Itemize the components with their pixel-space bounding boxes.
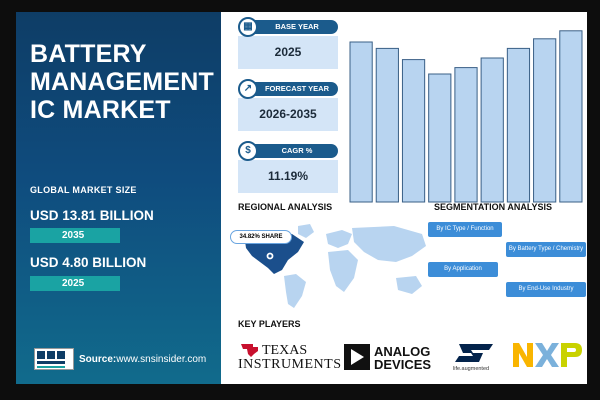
cagr-label: CAGR %	[281, 146, 313, 155]
bar-3	[401, 59, 426, 203]
base-year-header: ▦ BASE YEAR	[238, 17, 338, 37]
market-bar-chart	[349, 30, 583, 203]
world-map	[244, 224, 426, 308]
nxp-logo	[513, 343, 582, 367]
adi-line-1: ANALOG	[374, 344, 431, 359]
cagr-header: $ CAGR %	[238, 141, 338, 161]
europe-region	[326, 230, 352, 248]
left-panel: BATTERY MANAGEMENT IC MARKET GLOBAL MARK…	[16, 12, 221, 384]
bar-2	[375, 47, 399, 203]
title-line-2: MANAGEMENT	[30, 68, 214, 96]
region-share-label: 34.82% SHARE	[230, 230, 292, 244]
segmentation-title: SEGMENTATION ANALYSIS	[434, 202, 553, 212]
global-market-size-label: GLOBAL MARKET SIZE	[30, 185, 137, 195]
logo-graphic-icon	[37, 351, 65, 368]
forecast-year-value: 2026-2035	[238, 98, 338, 131]
base-year-value: 2025	[238, 36, 338, 69]
segment-battery-type: By Battery Type / Chemistry	[506, 242, 586, 257]
ti-line-1: TEXAS	[262, 343, 308, 358]
africa-region	[328, 250, 358, 292]
ti-state-icon	[241, 344, 258, 357]
source-label: Source:	[79, 354, 117, 365]
chart-growth-icon: ↗	[238, 79, 258, 99]
segment-application: By Application	[428, 262, 498, 277]
st-tagline: life.augmented	[453, 366, 490, 372]
forecast-year-label: FORECAST YEAR	[264, 84, 330, 93]
bar-9	[559, 30, 583, 203]
south-america-region	[284, 274, 306, 308]
asia-region	[352, 226, 426, 262]
title-line-3: IC MARKET	[30, 96, 171, 124]
future-year-badge: 2035	[30, 228, 120, 243]
forecast-year-card: ↗ FORECAST YEAR 2026-2035	[238, 79, 338, 131]
cagr-card: $ CAGR % 11.19%	[238, 141, 338, 193]
bar-4	[428, 73, 452, 203]
texas-instruments-logo: TEXAS INSTRUMENTS	[238, 342, 341, 372]
segment-ic-type: By IC Type / Function	[428, 222, 502, 237]
base-market-value: USD 4.80 BILLION	[30, 255, 147, 270]
adi-line-2: DEVICES	[374, 357, 432, 372]
greenland-region	[298, 224, 314, 238]
bar-8	[533, 38, 557, 203]
st-logo: life.augmented	[453, 342, 508, 376]
segment-end-use: By End-Use Industry	[506, 282, 586, 297]
infographic: BATTERY MANAGEMENT IC MARKET GLOBAL MARK…	[16, 12, 587, 384]
title-line-1: BATTERY	[30, 40, 147, 68]
key-players-title: KEY PLAYERS	[238, 319, 301, 329]
sns-insider-logo	[34, 348, 74, 370]
report-title: BATTERY MANAGEMENT IC MARKET	[30, 40, 220, 124]
st-mark-icon	[455, 344, 493, 362]
source-line: Source:www.snsinsider.com	[79, 354, 206, 365]
base-year-label: BASE YEAR	[275, 22, 319, 31]
adi-mark-icon	[344, 344, 370, 370]
regional-analysis-title: REGIONAL ANALYSIS	[238, 202, 333, 212]
australia-region	[396, 276, 422, 294]
analog-devices-logo: ANALOG DEVICES	[344, 344, 444, 372]
bar-6	[480, 57, 504, 203]
forecast-year-header: ↗ FORECAST YEAR	[238, 79, 338, 99]
ti-line-2: INSTRUMENTS	[238, 357, 342, 372]
bar-5	[454, 67, 478, 203]
source-url: www.snsinsider.com	[116, 354, 207, 365]
calendar-icon: ▦	[238, 17, 258, 37]
bar-7	[506, 47, 531, 203]
cagr-value: 11.19%	[238, 160, 338, 193]
coins-icon: $	[238, 141, 258, 161]
adi-text: ANALOG DEVICES	[374, 345, 431, 371]
base-year-badge: 2025	[30, 276, 120, 291]
base-year-card: ▦ BASE YEAR 2025	[238, 17, 338, 69]
future-market-value: USD 13.81 BILLION	[30, 208, 154, 223]
bar-1	[349, 41, 373, 203]
